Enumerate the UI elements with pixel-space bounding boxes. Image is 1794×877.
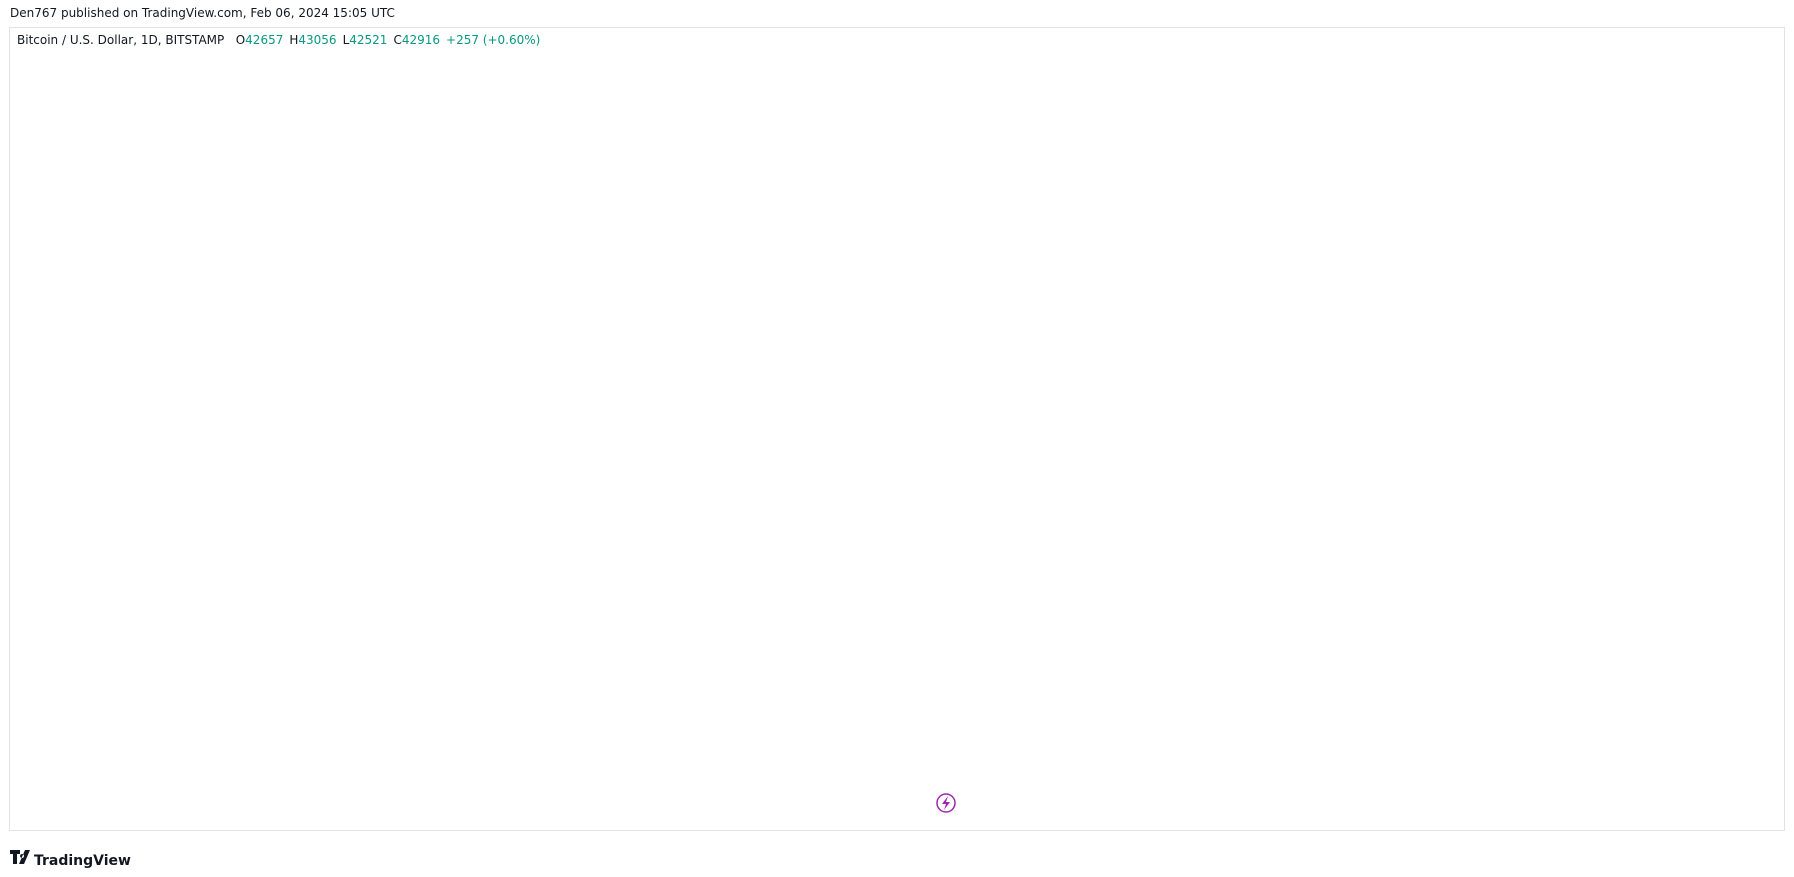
ohlc-value: 42916 [401, 33, 441, 47]
ohlc-letter: H [289, 33, 299, 47]
symbol-legend: Bitcoin / U.S. Dollar, 1D, BITSTAMP O426… [17, 33, 540, 47]
alert-bolt [942, 796, 950, 810]
ohlc-letter: L [342, 33, 350, 47]
publish-info: Den767 published on TradingView.com, Feb… [10, 6, 395, 20]
ohlc-letter: C [393, 33, 402, 47]
change: +257 (+0.60%) [446, 33, 541, 47]
ohlc-value: 42657 [245, 33, 284, 47]
chart-frame [9, 27, 1785, 831]
decoration [10, 793, 956, 864]
ohlc-letter: O [235, 33, 246, 47]
ohlc-value: 43056 [298, 33, 337, 47]
brand: TradingView [34, 853, 131, 869]
ohlc-value: 42521 [349, 33, 388, 47]
brand-logo [10, 850, 30, 864]
symbol: Bitcoin / U.S. Dollar, 1D, BITSTAMP [17, 33, 225, 47]
